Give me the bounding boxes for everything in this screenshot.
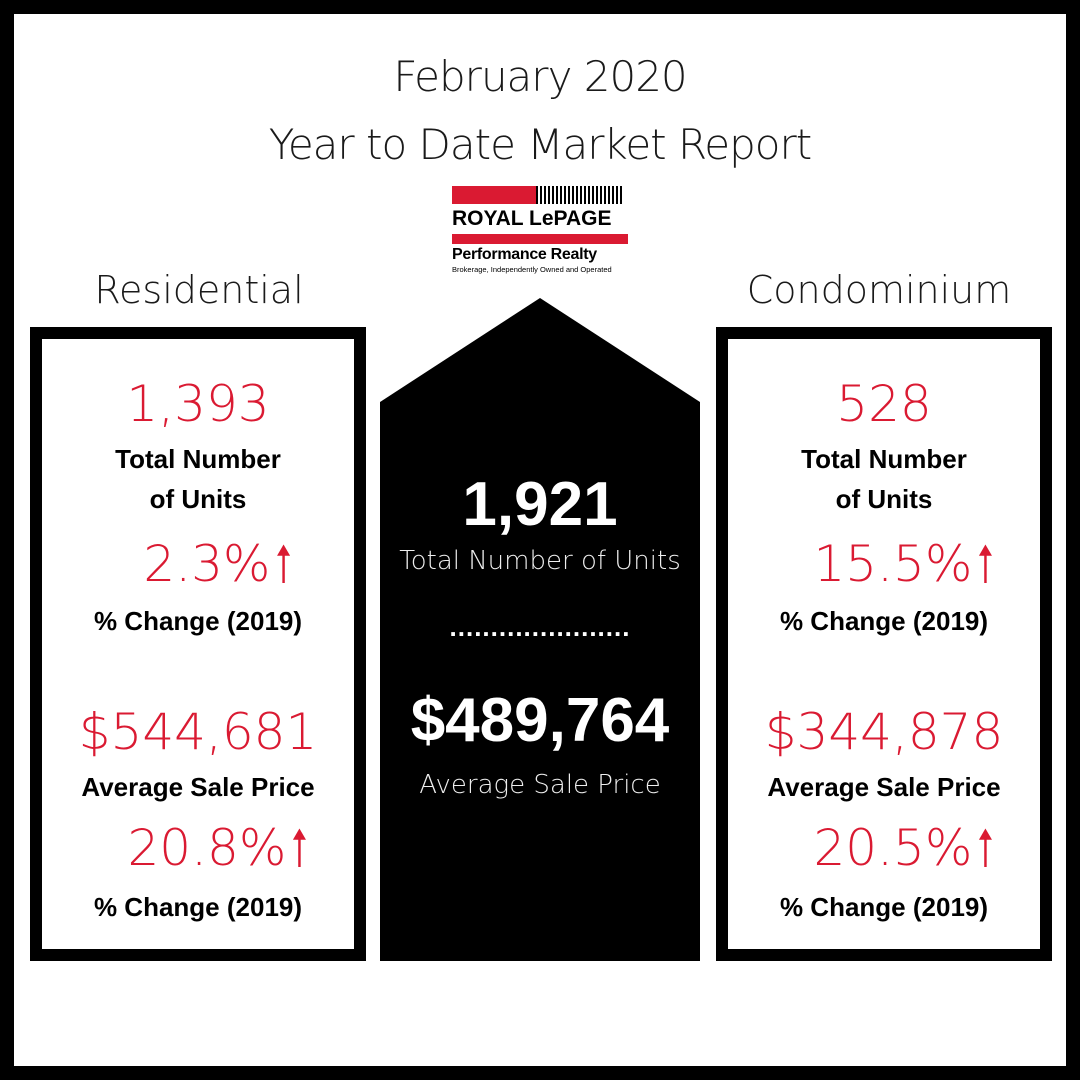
residential-price-change-label: % Change (2019)	[93, 892, 303, 922]
report-title: Year to Date Market Report	[268, 120, 812, 169]
total-summary-panel	[380, 298, 700, 961]
condominium-units-value: 528	[836, 375, 932, 433]
royal-lepage-logo: ROYAL LePAGE Performance Realty Brokerag…	[452, 186, 628, 274]
condominium-price-change-row: 20.5%🠑	[728, 823, 1040, 873]
total-price-label: Average Sale Price	[419, 770, 661, 800]
residential-units-change: 2.3%	[143, 535, 271, 593]
residential-price-value: $544,681	[78, 703, 318, 761]
residential-units-change-row: 2.3%🠑	[42, 539, 354, 589]
condominium-units-label-2: of Units	[835, 484, 933, 514]
logo-brand: ROYAL LePAGE	[452, 207, 612, 230]
house-shape	[380, 298, 700, 961]
logo-company-name: Performance Realty	[452, 246, 597, 263]
total-price-value: $489,764	[410, 686, 670, 755]
residential-units-change-label: % Change (2019)	[93, 606, 303, 636]
up-arrow-icon: 🠑	[274, 535, 293, 593]
total-units-label: Total Number of Units	[399, 546, 681, 576]
condominium-price-value: $344,878	[764, 703, 1004, 761]
condominium-panel: 528 Total Number of Units 15.5%🠑 % Chang…	[716, 327, 1052, 961]
condominium-units-change-row: 15.5%🠑	[728, 539, 1040, 589]
residential-price-change-row: 20.8%🠑	[42, 823, 354, 873]
condominium-price-change: 20.5%	[813, 819, 973, 877]
up-arrow-icon: 🠑	[976, 819, 995, 877]
condominium-price-change-label: % Change (2019)	[779, 892, 989, 922]
condominium-heading: Condominium	[746, 268, 1012, 312]
residential-price-label: Average Sale Price	[81, 772, 315, 802]
report-month: February 2020	[393, 52, 687, 101]
condominium-units-change-label: % Change (2019)	[779, 606, 989, 636]
up-arrow-icon: 🠑	[976, 535, 995, 593]
up-arrow-icon: 🠑	[290, 819, 309, 877]
residential-units-value: 1,393	[126, 375, 270, 433]
residential-units-label-1: Total Number	[115, 444, 281, 474]
total-units-value: 1,921	[462, 470, 618, 539]
condominium-units-change: 15.5%	[813, 535, 973, 593]
condominium-price-label: Average Sale Price	[767, 772, 1001, 802]
logo-tagline: Brokerage, Independently Owned and Opera…	[452, 265, 612, 274]
divider-dots: ......................	[449, 612, 631, 642]
condominium-units-label-1: Total Number	[801, 444, 967, 474]
residential-price-change: 20.8%	[127, 819, 287, 877]
residential-panel: 1,393 Total Number of Units 2.3%🠑 % Chan…	[30, 327, 366, 961]
residential-units-label-2: of Units	[149, 484, 247, 514]
residential-heading: Residential	[94, 268, 304, 312]
